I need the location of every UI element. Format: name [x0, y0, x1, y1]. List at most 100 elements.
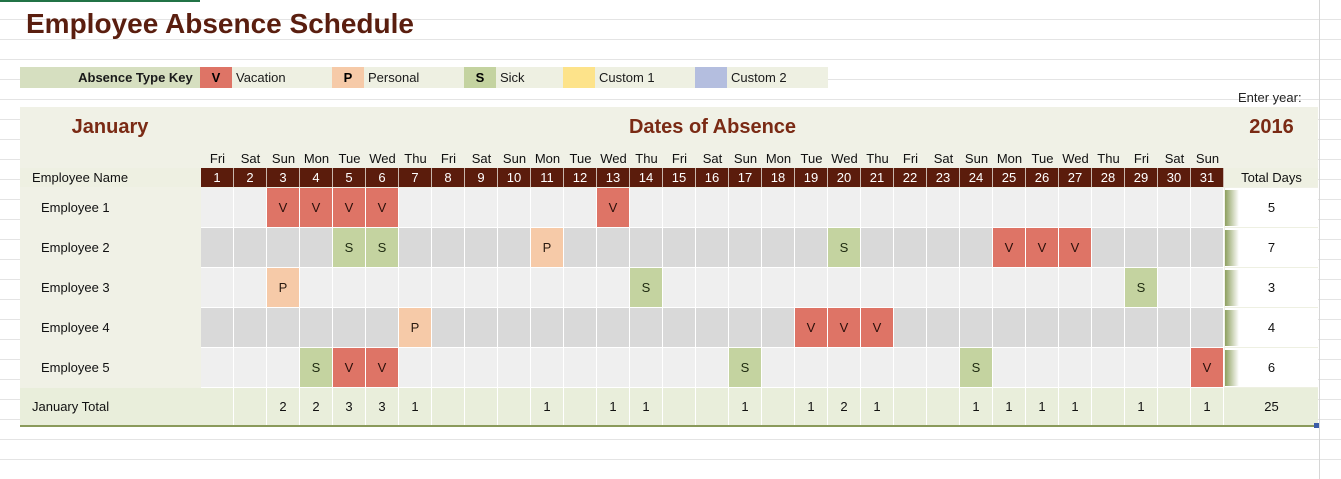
absence-cell[interactable]	[861, 188, 894, 228]
absence-cell[interactable]	[1191, 228, 1224, 268]
day-total-cell[interactable]: 1	[993, 388, 1026, 425]
absence-cell[interactable]	[795, 268, 828, 308]
absence-cell[interactable]	[1092, 348, 1125, 388]
absence-cell[interactable]	[762, 268, 795, 308]
absence-cell[interactable]	[795, 188, 828, 228]
absence-cell[interactable]	[1158, 348, 1191, 388]
day-total-cell[interactable]: 1	[795, 388, 828, 425]
absence-cell[interactable]: V	[1026, 228, 1059, 268]
absence-cell[interactable]	[597, 228, 630, 268]
absence-cell[interactable]	[201, 308, 234, 348]
absence-cell[interactable]	[333, 308, 366, 348]
absence-cell[interactable]	[1059, 188, 1092, 228]
absence-cell[interactable]	[465, 268, 498, 308]
absence-cell[interactable]: V	[366, 348, 399, 388]
absence-cell[interactable]	[432, 308, 465, 348]
absence-cell[interactable]	[993, 308, 1026, 348]
absence-cell[interactable]	[267, 348, 300, 388]
absence-cell[interactable]	[894, 308, 927, 348]
absence-cell[interactable]	[1191, 188, 1224, 228]
absence-cell[interactable]	[1092, 268, 1125, 308]
absence-cell[interactable]	[828, 348, 861, 388]
day-total-cell[interactable]	[234, 388, 267, 425]
absence-cell[interactable]: V	[366, 188, 399, 228]
absence-cell[interactable]	[894, 268, 927, 308]
absence-cell[interactable]	[234, 188, 267, 228]
employee-total-days-2[interactable]: 7	[1225, 228, 1318, 268]
absence-cell[interactable]	[1026, 308, 1059, 348]
day-total-cell[interactable]	[432, 388, 465, 425]
employee-name-2[interactable]: Employee 2	[41, 240, 110, 255]
absence-cell[interactable]: V	[597, 188, 630, 228]
day-total-cell[interactable]	[1158, 388, 1191, 425]
absence-cell[interactable]	[300, 228, 333, 268]
absence-cell[interactable]: S	[630, 268, 663, 308]
year-input-cell[interactable]: 2016	[1249, 116, 1294, 138]
absence-cell[interactable]	[498, 348, 531, 388]
day-total-cell[interactable]: 3	[333, 388, 366, 425]
day-total-cell[interactable]: 1	[861, 388, 894, 425]
absence-cell[interactable]	[234, 228, 267, 268]
day-total-cell[interactable]	[762, 388, 795, 425]
absence-cell[interactable]	[498, 188, 531, 228]
absence-cell[interactable]	[399, 348, 432, 388]
employee-name-4[interactable]: Employee 4	[41, 320, 110, 335]
employee-name-3[interactable]: Employee 3	[41, 280, 110, 295]
absence-cell[interactable]	[630, 188, 663, 228]
absence-cell[interactable]	[399, 268, 432, 308]
absence-cell[interactable]	[564, 268, 597, 308]
absence-cell[interactable]: V	[333, 348, 366, 388]
absence-cell[interactable]	[1125, 308, 1158, 348]
absence-cell[interactable]	[828, 268, 861, 308]
day-total-cell[interactable]: 1	[1026, 388, 1059, 425]
absence-cell[interactable]	[795, 348, 828, 388]
day-total-cell[interactable]	[663, 388, 696, 425]
absence-cell[interactable]	[1026, 348, 1059, 388]
absence-cell[interactable]	[432, 268, 465, 308]
absence-cell[interactable]	[1059, 348, 1092, 388]
absence-cell[interactable]	[1059, 308, 1092, 348]
absence-cell[interactable]: V	[1191, 348, 1224, 388]
absence-cell[interactable]	[531, 188, 564, 228]
day-total-cell[interactable]	[927, 388, 960, 425]
absence-cell[interactable]	[267, 308, 300, 348]
absence-cell[interactable]: S	[729, 348, 762, 388]
absence-cell[interactable]	[630, 348, 663, 388]
grand-total-cell[interactable]: 25	[1264, 399, 1279, 414]
absence-cell[interactable]	[663, 308, 696, 348]
day-total-cell[interactable]	[201, 388, 234, 425]
absence-cell[interactable]	[630, 228, 663, 268]
employee-total-days-1[interactable]: 5	[1225, 188, 1318, 228]
absence-cell[interactable]: V	[828, 308, 861, 348]
absence-cell[interactable]	[531, 268, 564, 308]
day-total-cell[interactable]	[564, 388, 597, 425]
day-total-cell[interactable]: 2	[300, 388, 333, 425]
absence-cell[interactable]	[597, 348, 630, 388]
absence-cell[interactable]	[696, 308, 729, 348]
absence-cell[interactable]	[300, 268, 333, 308]
day-total-cell[interactable]	[1092, 388, 1125, 425]
absence-cell[interactable]	[201, 188, 234, 228]
absence-cell[interactable]	[399, 228, 432, 268]
absence-cell[interactable]	[927, 348, 960, 388]
absence-cell[interactable]	[696, 348, 729, 388]
absence-cell[interactable]	[1092, 228, 1125, 268]
absence-cell[interactable]: V	[795, 308, 828, 348]
absence-cell[interactable]: S	[960, 348, 993, 388]
employee-total-days-3[interactable]: 3	[1225, 268, 1318, 308]
absence-cell[interactable]	[1158, 228, 1191, 268]
absence-cell[interactable]: V	[993, 228, 1026, 268]
day-total-cell[interactable]: 1	[1125, 388, 1158, 425]
absence-cell[interactable]: S	[1125, 268, 1158, 308]
absence-cell[interactable]: V	[267, 188, 300, 228]
absence-cell[interactable]	[861, 268, 894, 308]
absence-cell[interactable]	[1158, 308, 1191, 348]
absence-cell[interactable]	[564, 308, 597, 348]
absence-cell[interactable]: S	[300, 348, 333, 388]
absence-cell[interactable]	[960, 268, 993, 308]
absence-cell[interactable]: S	[366, 228, 399, 268]
absence-cell[interactable]	[1026, 268, 1059, 308]
absence-cell[interactable]	[1158, 268, 1191, 308]
absence-cell[interactable]	[1026, 188, 1059, 228]
absence-cell[interactable]	[234, 308, 267, 348]
